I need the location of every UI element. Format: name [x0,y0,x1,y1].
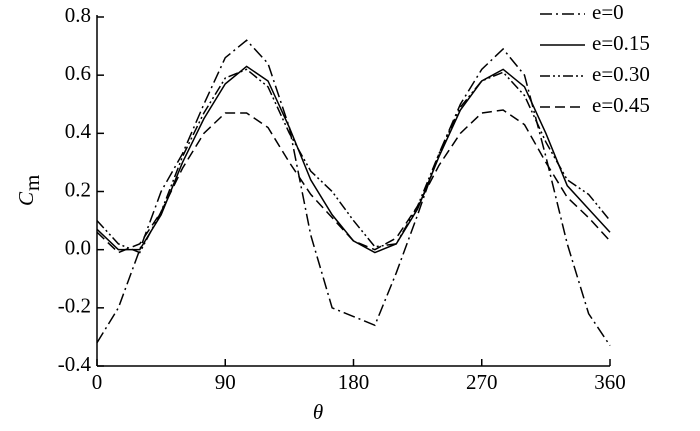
x-tick-label: 90 [215,370,236,394]
y-tick-label: 0.8 [65,3,91,27]
x-tick-label: 270 [466,370,498,394]
legend-label: e=0.45 [592,93,650,117]
x-tick-label: 0 [92,370,103,394]
series-line [96,109,611,254]
y-tick-label: -0.4 [58,352,92,376]
series-line [96,39,611,347]
legend-label: e=0 [592,0,624,24]
y-tick-label: 0.4 [65,119,92,143]
legend-label: e=0.15 [592,31,650,55]
y-axis-label: C [14,191,38,206]
series-line [96,68,611,254]
y-axis-label-group: C m [14,175,44,206]
y-axis-label-subscript: m [20,175,44,191]
series-line [96,65,611,254]
legend-label: e=0.30 [592,62,650,86]
y-tick-label: 0.0 [65,235,91,259]
x-tick-label: 360 [594,370,626,394]
y-tick-label: 0.6 [65,61,91,85]
x-axis-label: θ [313,400,323,424]
y-tick-label: -0.2 [58,294,91,318]
x-tick-label: 180 [338,370,370,394]
y-tick-label: 0.2 [65,177,91,201]
